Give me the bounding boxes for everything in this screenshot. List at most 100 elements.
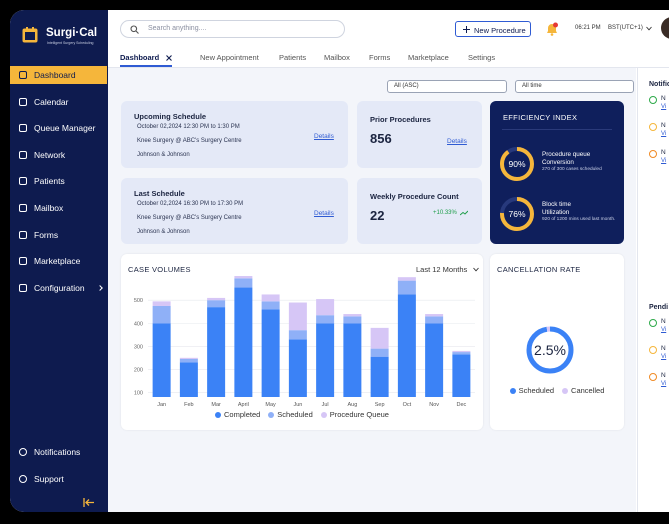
details-link[interactable]: Details: [314, 210, 334, 217]
gauge-text-box: Procedure queue Conversion: [542, 151, 592, 167]
tab[interactable]: Mailbox: [324, 53, 350, 62]
card-title: EFFICIENCY INDEX: [503, 113, 578, 122]
details-link[interactable]: Details: [447, 138, 467, 145]
notification-title: N: [661, 95, 666, 102]
nav-item[interactable]: Patients: [10, 172, 107, 190]
x-tick-label: Aug: [347, 402, 357, 408]
filter-select[interactable]: All time: [515, 80, 634, 93]
details-link[interactable]: Details: [314, 133, 334, 140]
nav-item[interactable]: Queue Manager: [10, 119, 107, 137]
nav-item[interactable]: Calendar: [10, 93, 107, 111]
trend-icon: [460, 210, 468, 216]
gauge-label: 90%: [508, 159, 525, 169]
gauge-arc: [500, 197, 534, 231]
tab[interactable]: Dashboard: [120, 53, 160, 62]
schedule-time: October 02,2024 16:30 PM to 17:30 PM: [137, 201, 244, 207]
nav-item[interactable]: Support: [10, 470, 107, 488]
nav-item[interactable]: Dashboard: [10, 66, 107, 84]
x-tick-label: Feb: [184, 402, 193, 408]
bar-segment: [179, 358, 198, 363]
bar-segment: [261, 294, 280, 302]
nav-label: Forms: [34, 229, 59, 240]
tab[interactable]: Settings: [468, 53, 496, 62]
period-select[interactable]: Last 12 Months: [416, 265, 468, 274]
nav-item[interactable]: Mailbox: [10, 199, 107, 217]
last-schedule-card: Last Schedule October 02,2024 16:30 PM t…: [121, 178, 348, 244]
card-title: Last Schedule: [134, 189, 185, 198]
time: 06:21 PM: [575, 25, 601, 31]
new-procedure-button[interactable]: New Procedure: [455, 21, 531, 37]
collapse-button[interactable]: [83, 498, 95, 507]
bar-segment: [261, 309, 280, 397]
notification-link[interactable]: Vi: [661, 354, 667, 360]
close-icon[interactable]: [166, 55, 172, 61]
timezone[interactable]: BST(UTC+1): [608, 25, 643, 31]
bell-icon[interactable]: [545, 22, 559, 36]
bar-segment: [343, 316, 362, 324]
nav-icon: [19, 475, 27, 483]
schedule-procedure: Knee Surgery @ ABC's Surgery Centre: [137, 138, 242, 144]
legend-swatch: [215, 411, 222, 418]
status-icon: [649, 373, 657, 381]
bar-segment: [370, 356, 389, 397]
legend: Completed Scheduled Procedure Queue: [121, 410, 483, 419]
weekly-change: +10.33%: [433, 210, 457, 216]
tab[interactable]: Marketplace: [408, 53, 449, 62]
nav-item[interactable]: Marketplace: [10, 252, 107, 270]
schedule-time: October 02,2024 12:30 PM to 1:30 PM: [137, 124, 240, 130]
nav-label: Mailbox: [34, 203, 64, 213]
bar-segment: [425, 323, 444, 397]
nav-icon: [19, 283, 27, 292]
tab[interactable]: Patients: [279, 53, 307, 62]
x-tick-label: Mar: [211, 402, 221, 408]
nav-item[interactable]: Network: [10, 146, 107, 164]
tab[interactable]: Forms: [369, 53, 391, 62]
legend-swatch: [268, 411, 275, 418]
nav-label: Marketplace: [34, 256, 81, 267]
brand-tagline: Intelligent Surgery Scheduling: [47, 41, 94, 45]
weekly-value: 22: [370, 208, 385, 223]
notification-link[interactable]: Vi: [661, 381, 667, 387]
bar-segment: [152, 323, 171, 397]
bar-segment: [425, 316, 444, 324]
notification-link[interactable]: Vi: [661, 158, 667, 164]
status-icon: [649, 123, 657, 131]
brand-name: Surgi·Cal: [46, 27, 98, 39]
bar-segment: [207, 300, 226, 308]
nav-item[interactable]: Configuration: [10, 279, 107, 297]
legend: Scheduled Cancelled: [490, 386, 624, 395]
notification-link[interactable]: Vi: [661, 131, 667, 137]
avatar[interactable]: [661, 17, 669, 39]
bar-segment: [316, 299, 335, 316]
card-title: Prior Procedures: [370, 115, 431, 124]
nav-label: Dashboard: [34, 70, 76, 80]
plus-icon: [463, 26, 470, 33]
prior-value: 856: [370, 131, 392, 146]
search-box[interactable]: Search anything....: [120, 20, 345, 38]
tab[interactable]: New Appointment: [200, 53, 259, 62]
upcoming-card: Upcoming Schedule October 02,2024 12:30 …: [121, 101, 348, 168]
bar-segment: [179, 362, 198, 397]
y-tick-label: 400: [134, 321, 143, 327]
notification-link[interactable]: Vi: [661, 104, 667, 110]
bar-segment: [397, 280, 416, 295]
schedule-company: Johnson & Johnson: [137, 229, 190, 235]
x-tick-label: Nov: [429, 402, 439, 408]
topbar: Search anything.... New Procedure 06:21 …: [108, 10, 669, 68]
notification-link[interactable]: Vi: [661, 327, 667, 333]
legend-swatch: [562, 387, 569, 394]
filter-select[interactable]: All (ASC): [387, 80, 507, 93]
nav-label: Patients: [34, 176, 65, 187]
legend-label: Cancelled: [571, 386, 605, 395]
nav-icon: [19, 71, 27, 79]
bar-segment: [261, 301, 280, 310]
bar-segment: [316, 315, 335, 324]
donut-segment: [526, 326, 574, 374]
nav-item[interactable]: Notifications: [10, 443, 107, 461]
search-icon: [130, 25, 139, 34]
tab-underline: [120, 65, 172, 67]
nav-label: Queue Manager: [34, 123, 96, 134]
nav-item[interactable]: Forms: [10, 226, 107, 244]
